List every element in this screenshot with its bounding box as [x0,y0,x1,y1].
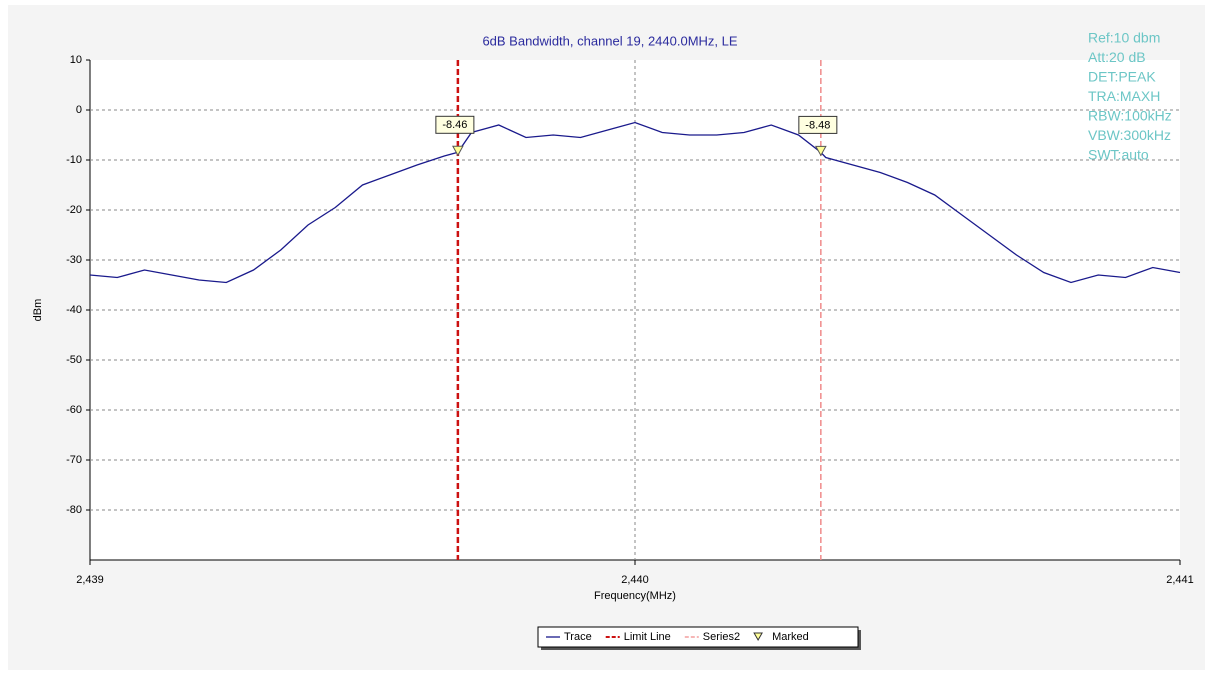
trace-line [89,121,1181,284]
legend-label: Trace [564,631,592,643]
y-tick-label: -60 [66,404,82,416]
annotation: DET:PEAK [1088,69,1156,85]
y-tick-label: -10 [66,154,82,166]
marker [814,145,827,157]
legend-symbol [753,632,763,642]
y-axis-label: dBm [32,299,44,322]
y-tick-label: -30 [66,254,82,266]
marker-label: -8.46 [442,119,467,131]
annotation: Ref:10 dbm [1088,30,1160,46]
y-tick-label: 0 [76,104,82,116]
legend-label: Limit Line [624,631,671,643]
y-tick-label: -20 [66,204,82,216]
annotation: RBW:100kHz [1088,108,1172,124]
x-axis-label: Frequency(MHz) [594,590,676,602]
y-tick-label: -70 [66,454,82,466]
legend-label: Marked [772,631,809,643]
x-tick-label: 2,440 [621,574,649,586]
annotation: VBW:300kHz [1088,127,1171,143]
marker-label-box [798,115,838,134]
annotation: Att:20 dB [1088,49,1146,65]
chart-title: 6dB Bandwidth, channel 19, 2440.0MHz, LE [482,33,737,48]
annotation: TRA:MAXH [1088,88,1160,104]
y-tick-label: -40 [66,304,82,316]
marker [452,145,464,157]
legend-label: Series2 [703,631,740,643]
y-tick-label: -50 [66,354,82,366]
marker-label: -8.48 [805,119,830,131]
x-tick-label: 2,441 [1166,574,1194,586]
y-tick-label: 10 [70,54,82,66]
annotation: SWT:auto [1088,147,1149,163]
y-tick-label: -80 [66,504,82,516]
x-tick-label: 2,439 [76,574,104,586]
marker-label-box [435,115,475,134]
legend: Trace Limit Line Series2 Marked [537,626,861,650]
